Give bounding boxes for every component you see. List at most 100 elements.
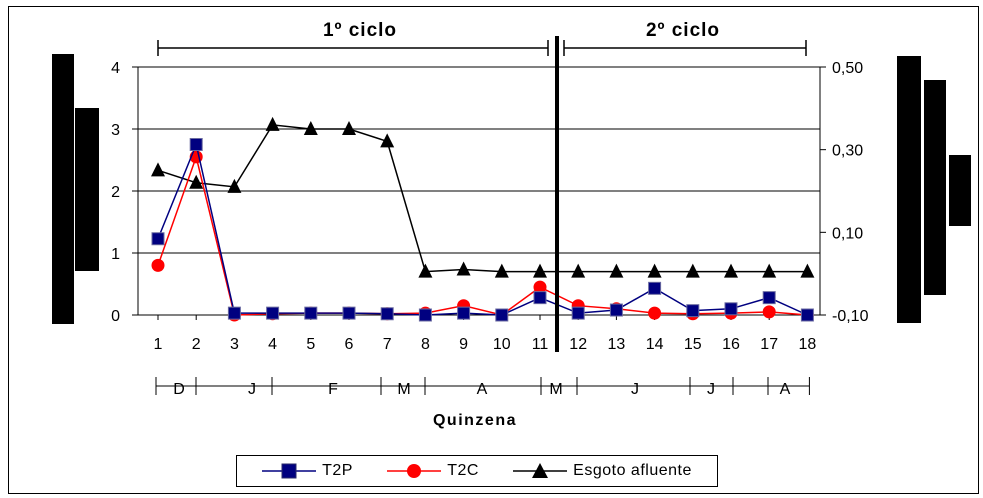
data-point-square [342,306,356,320]
x-tick-label: 12 [569,336,587,353]
x-tick-label: 11 [532,336,549,353]
data-point-triangle [265,116,280,131]
data-point-square [724,302,738,316]
data-point-circle [151,258,165,272]
series-esgoto-afluente [151,116,815,278]
data-point-triangle [494,263,509,278]
cycle-brackets [157,40,807,56]
legend-label-esgoto: Esgoto afluente [573,462,692,479]
data-point-square [380,307,394,321]
legend-item-t2c: T2C [387,462,479,480]
gridlines [138,66,820,254]
data-point-triangle [151,162,165,177]
x-tick-label: 10 [493,336,511,353]
legend-label-t2p: T2P [322,462,353,479]
x-tick-label: 17 [760,336,778,353]
x-tick-label: 3 [230,336,239,353]
data-point-square [151,232,165,246]
data-point-triangle [456,261,471,276]
month-label: A [477,381,488,398]
data-point-square [533,291,547,305]
data-point-triangle [342,121,356,135]
series-layer [151,116,815,322]
data-point-triangle [189,174,204,189]
series-t2c [151,150,814,322]
series-t2p [151,138,814,322]
left-axis-ticks: 0 1 2 3 4 [111,60,138,325]
data-point-triangle [609,263,624,278]
x-tick-label: 16 [722,336,740,353]
legend-swatch-t2p [262,463,317,479]
legend-swatch-t2c [387,464,442,478]
data-point-triangle [685,263,700,278]
x-tick-label: 13 [608,336,626,353]
month-label: D [173,381,185,398]
data-point-square [227,306,241,320]
legend-swatch-esgoto [513,463,568,478]
left-outer-bar [52,54,74,324]
left-tick-label: 1 [111,246,120,263]
left-tick-label: 3 [111,122,120,139]
data-point-triangle [647,263,662,278]
x-tick-label: 6 [345,336,354,353]
data-point-triangle [724,263,738,278]
left-inner-bar [75,108,99,271]
data-point-triangle [380,133,395,148]
legend-item-t2p: T2P [262,462,353,480]
series-line [157,124,808,273]
x-tick-label: 18 [799,336,817,353]
x-tick-label: 14 [646,336,664,353]
month-label: J [707,381,715,398]
data-point-triangle [571,263,586,278]
data-point-triangle [418,263,433,278]
x-axis-ticks: 1 2 3 4 5 6 7 8 9 10 11 12 13 14 15 16 17 18 [154,315,817,353]
data-point-square [686,304,700,318]
x-tick-label: 9 [459,336,468,353]
data-point-square [457,306,471,320]
right-tick-label: 0,10 [832,225,863,242]
legend-label-t2c: T2C [447,462,479,479]
x-axis-title: Quinzena [433,412,517,429]
month-label: M [549,381,562,398]
right-inner-bar [949,155,971,226]
data-point-triangle [762,263,777,278]
data-point-circle [648,306,662,320]
month-label: J [631,381,639,398]
legend-item-esgoto: Esgoto afluente [513,462,692,480]
left-tick-label: 4 [111,60,120,77]
x-tick-label: 15 [684,336,702,353]
cycle-label-1: 1º ciclo [323,20,397,41]
data-point-triangle [227,178,242,193]
right-axis-ticks: -0,10 0,10 0,30 0,50 [820,60,869,325]
month-label: M [397,381,410,398]
right-tick-label: 0,30 [832,143,863,160]
cycle-label-2: 2º ciclo [646,20,720,41]
month-label: J [248,381,256,398]
chart-frame [8,6,979,494]
data-point-triangle [533,263,547,278]
x-tick-label: 2 [192,336,201,353]
right-outer-bar [897,56,921,323]
data-point-square [495,308,509,322]
x-tick-label: 7 [383,336,392,353]
month-label: A [780,381,791,398]
series-line [157,142,808,316]
x-tick-label: 1 [154,336,163,353]
data-point-square [800,308,814,322]
legend: T2P T2C Esgoto afluente [236,455,718,487]
data-point-square [266,306,280,320]
data-point-circle [762,305,776,319]
x-tick-label: 4 [268,336,277,353]
data-point-square [418,308,432,322]
series-line [157,154,808,316]
month-label: F [328,381,338,398]
left-tick-label: 2 [111,184,120,201]
right-tick-label: 0,50 [832,60,863,77]
data-point-square [189,138,203,151]
data-point-square [571,306,585,320]
data-point-triangle [303,121,318,135]
data-point-square [609,303,623,317]
right-middle-bar [924,80,946,295]
data-point-square [648,281,662,295]
